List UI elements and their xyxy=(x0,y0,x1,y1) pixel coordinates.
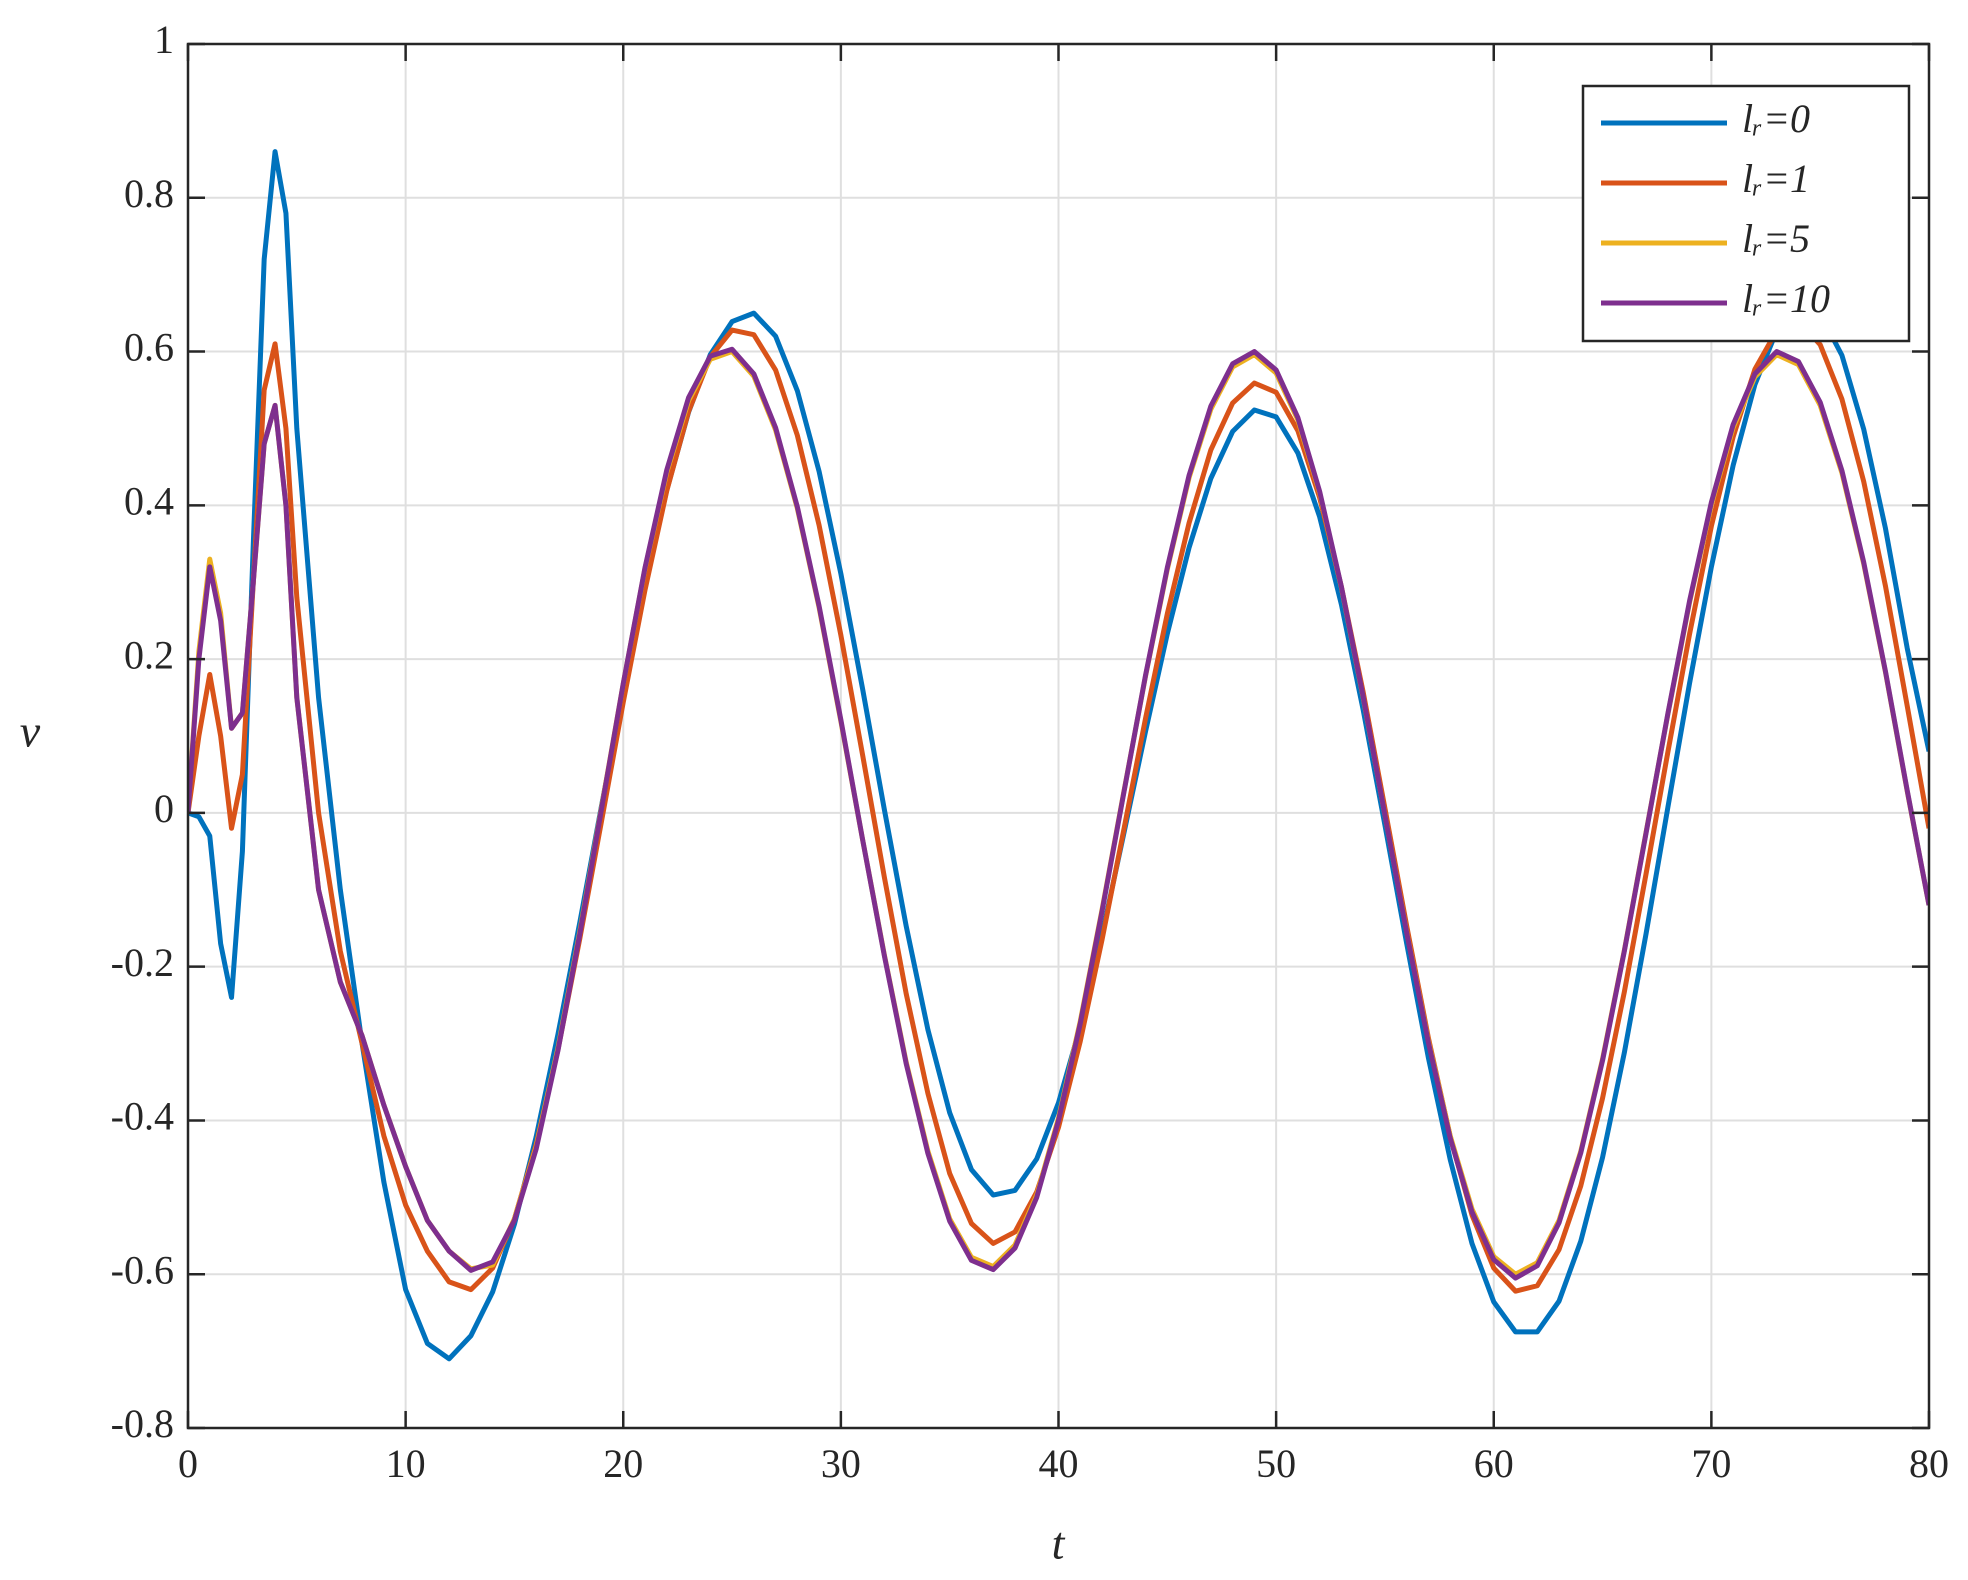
x-tick-label: 80 xyxy=(1909,1441,1949,1486)
line-series xyxy=(188,149,1929,1362)
legend-box xyxy=(1581,84,1911,343)
x-tick-label: 50 xyxy=(1256,1441,1296,1486)
x-tick-label: 20 xyxy=(603,1441,643,1486)
legend-label: lᵣ=10 xyxy=(1742,276,1830,321)
legend-label: lᵣ=0 xyxy=(1742,96,1810,141)
y-tick-label: 0.2 xyxy=(124,632,174,677)
y-tick-label: 0.8 xyxy=(124,171,174,216)
x-axis-label: t xyxy=(1052,1518,1066,1569)
x-tick-label: 30 xyxy=(821,1441,861,1486)
y-tick-label: -0.4 xyxy=(111,1094,174,1139)
y-tick-label: 0.4 xyxy=(124,479,174,524)
y-tick-label: 0.6 xyxy=(124,325,174,370)
y-axis-label: v xyxy=(20,706,41,757)
legend-label: lᵣ=1 xyxy=(1742,156,1810,201)
x-tick-label: 60 xyxy=(1474,1441,1514,1486)
x-tick-label: 0 xyxy=(178,1441,198,1486)
legend-label: lᵣ=5 xyxy=(1742,216,1810,261)
y-tick-label: 1 xyxy=(154,17,174,62)
y-tick-label: -0.2 xyxy=(111,940,174,985)
y-tick-label: 0 xyxy=(154,786,174,831)
x-tick-label: 40 xyxy=(1039,1441,1079,1486)
line-series xyxy=(188,318,1929,1294)
x-tick-label: 70 xyxy=(1691,1441,1731,1486)
y-tick-label: -0.6 xyxy=(111,1247,174,1292)
y-tick-label: -0.8 xyxy=(111,1401,174,1446)
x-tick-label: 10 xyxy=(386,1441,426,1486)
line-series xyxy=(188,346,1929,1281)
